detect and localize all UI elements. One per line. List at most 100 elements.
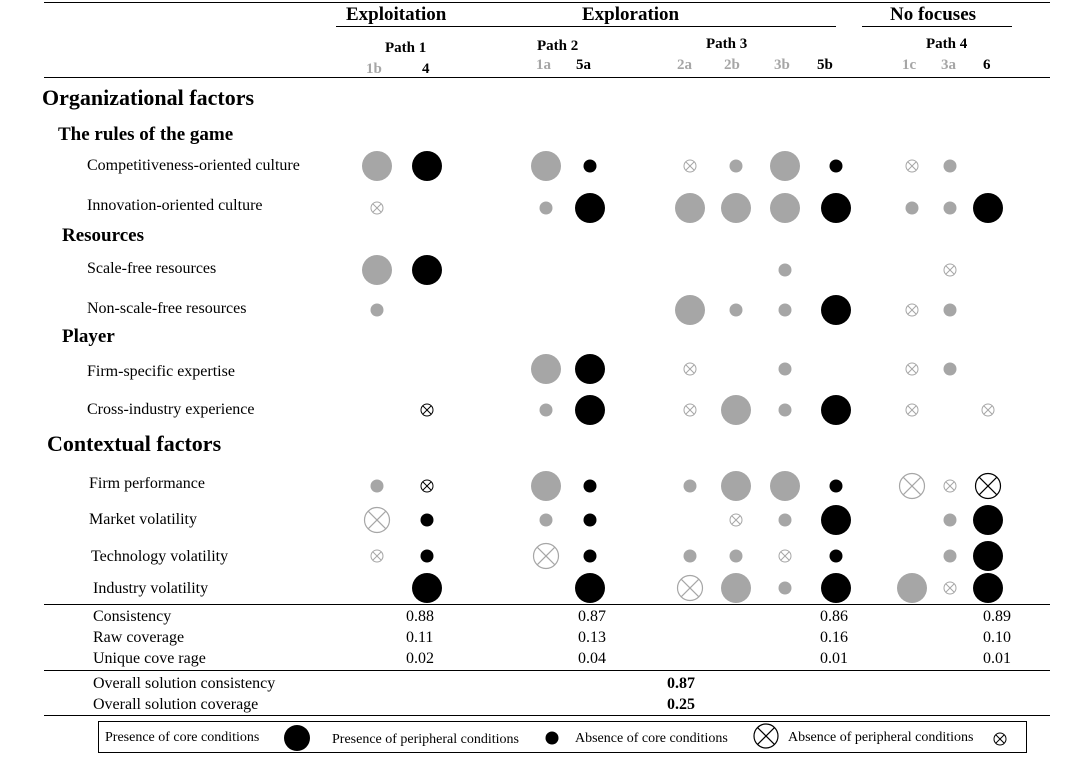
black-large-circle xyxy=(821,395,851,425)
grey-large-circle xyxy=(531,354,561,384)
grey-small-circle xyxy=(778,581,792,595)
bottom-rule xyxy=(44,715,1050,716)
black-large-circle xyxy=(575,354,605,384)
overall-rule xyxy=(44,670,1050,671)
section-rules-of-the-game: The rules of the game xyxy=(58,124,234,145)
grey-small-crossed-circle-stroke xyxy=(372,203,382,213)
grey-small-circle xyxy=(539,513,553,527)
black-small-circle xyxy=(420,513,434,527)
row-label: Non-scale-free resources xyxy=(87,300,247,317)
top-rule xyxy=(44,2,1050,3)
black-small-crossed-circle-stroke xyxy=(422,481,432,491)
grey-small-circle xyxy=(943,303,957,317)
grey-small-crossed-circle xyxy=(905,362,919,376)
grey-large-circle xyxy=(721,395,751,425)
stat-value: 0.86 xyxy=(820,608,848,625)
black-large-circle xyxy=(973,573,1003,603)
case-label: 1b xyxy=(366,61,382,77)
grey-small-crossed-circle xyxy=(778,549,792,563)
case-label: 3b xyxy=(774,57,790,73)
grey-small-crossed-circle xyxy=(905,303,919,317)
row-label: Competitiveness-oriented culture xyxy=(87,157,300,174)
grey-small-crossed-circle xyxy=(683,362,697,376)
stat-value: 0.10 xyxy=(983,629,1011,646)
grey-large-circle xyxy=(770,471,800,501)
grey-small-crossed-circle-stroke xyxy=(907,364,917,374)
grey-large-circle xyxy=(362,255,392,285)
grey-small-crossed-circle-stroke xyxy=(945,583,955,593)
legend xyxy=(98,721,1027,753)
legend-peripheral-presence-icon xyxy=(545,731,559,745)
grey-large-crossed-circle xyxy=(898,472,926,500)
grey-small-circle xyxy=(905,201,919,215)
grey-large-circle xyxy=(770,151,800,181)
black-small-crossed-circle-stroke xyxy=(422,405,432,415)
row-label: Innovation-oriented culture xyxy=(87,197,263,214)
black-small-circle xyxy=(583,479,597,493)
grey-small-circle xyxy=(729,159,743,173)
path-4-header: Path 4 xyxy=(926,36,968,52)
grey-small-crossed-circle-stroke xyxy=(372,551,382,561)
legend-core-absence-icon xyxy=(753,723,779,749)
grey-large-crossed-circle xyxy=(363,506,391,534)
row-label: Firm performance xyxy=(89,475,205,492)
black-large-circle xyxy=(973,541,1003,571)
grey-large-circle xyxy=(675,193,705,223)
black-small-crossed-circle xyxy=(420,479,434,493)
legend-peripheral-absence-icon xyxy=(993,732,1007,746)
grey-small-crossed-circle-stroke xyxy=(685,405,695,415)
stat-value: 0.02 xyxy=(406,650,434,667)
black-large-circle xyxy=(575,395,605,425)
stat-label: Raw coverage xyxy=(93,629,185,646)
grey-large-circle xyxy=(531,151,561,181)
black-small-circle xyxy=(583,549,597,563)
grey-small-crossed-circle xyxy=(729,513,743,527)
case-label: 3a xyxy=(941,57,956,73)
grey-small-circle xyxy=(729,549,743,563)
black-large-circle xyxy=(575,193,605,223)
group-rule-left xyxy=(336,26,836,27)
row-label: Cross-industry experience xyxy=(87,401,255,418)
grey-small-crossed-circle xyxy=(943,479,957,493)
grey-small-circle xyxy=(943,549,957,563)
grey-large-circle xyxy=(531,471,561,501)
black-large-circle xyxy=(821,295,851,325)
grey-large-crossed-circle-stroke xyxy=(902,476,922,496)
grey-small-crossed-circle xyxy=(905,159,919,173)
black-large-circle xyxy=(412,255,442,285)
grey-small-crossed-circle-stroke xyxy=(945,265,955,275)
grey-small-crossed-circle-stroke xyxy=(685,364,695,374)
black-large-crossed-circle xyxy=(974,472,1002,500)
case-label: 5a xyxy=(576,57,591,73)
case-label: 1a xyxy=(536,57,551,73)
grey-small-circle xyxy=(370,303,384,317)
case-label: 1c xyxy=(902,57,917,73)
stat-value: 0.11 xyxy=(406,629,434,646)
row-label: Scale-free resources xyxy=(87,260,217,277)
grey-small-crossed-circle xyxy=(905,403,919,417)
case-label: 6 xyxy=(983,57,991,73)
row-label: Industry volatility xyxy=(93,580,209,597)
legend-peripheral-absence-icon-stroke xyxy=(995,734,1005,744)
row-label: Market volatility xyxy=(89,511,197,528)
grey-large-circle xyxy=(675,295,705,325)
path-1-header: Path 1 xyxy=(385,40,427,56)
path-3-header: Path 3 xyxy=(706,36,748,52)
grey-large-crossed-circle-stroke xyxy=(367,510,387,530)
stat-value: 0.13 xyxy=(578,629,606,646)
grey-large-circle xyxy=(721,471,751,501)
grey-small-circle xyxy=(778,403,792,417)
black-small-circle xyxy=(829,159,843,173)
grey-small-circle xyxy=(539,403,553,417)
grey-small-circle xyxy=(778,362,792,376)
section-player: Player xyxy=(62,326,115,347)
stat-value: 0.89 xyxy=(983,608,1011,625)
legend-label: Presence of core conditions xyxy=(105,730,260,745)
case-label: 5b xyxy=(817,57,833,73)
grey-small-crossed-circle-stroke xyxy=(780,551,790,561)
grey-small-circle xyxy=(778,303,792,317)
black-large-circle xyxy=(821,505,851,535)
case-label: 2a xyxy=(677,57,692,73)
grey-large-circle xyxy=(897,573,927,603)
grey-small-circle xyxy=(370,479,384,493)
